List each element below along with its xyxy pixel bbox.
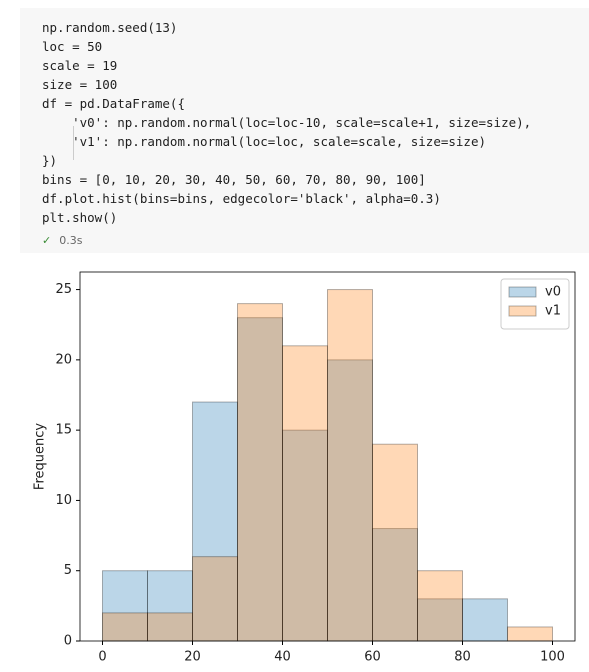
code-cell[interactable]: ✓ 0.3s np.random.seed(13) loc = 50 scale = … xyxy=(20,8,589,253)
code-line: df.plot.hist(bins=bins, edgecolor='black… xyxy=(42,191,441,206)
legend-swatch xyxy=(508,305,537,317)
hist-bar xyxy=(282,345,328,642)
legend-label: v1 xyxy=(545,304,561,319)
code-line: 'v0': np.random.normal(loc=loc-10, scale… xyxy=(42,115,532,130)
code-line: }) xyxy=(42,153,58,168)
hist-bar xyxy=(237,303,283,642)
legend-label: v0 xyxy=(545,285,561,300)
indent-guide xyxy=(73,126,74,160)
code-line: plt.show() xyxy=(42,210,118,225)
y-tick-label: 15 xyxy=(55,423,72,438)
hist-bar xyxy=(417,570,463,642)
x-tick-label: 80 xyxy=(454,650,471,665)
cell-status: ✓ 0.3s xyxy=(42,234,82,247)
x-tick-label: 40 xyxy=(274,650,291,665)
hist-bar xyxy=(372,443,418,642)
y-axis-label: Frequency xyxy=(33,423,48,490)
hist-bar xyxy=(462,598,508,642)
code-line: df = pd.DataFrame({ xyxy=(42,96,185,111)
code-line: scale = 19 xyxy=(42,58,118,73)
code-line: bins = [0, 10, 20, 30, 40, 50, 60, 70, 8… xyxy=(42,172,426,187)
hist-bar xyxy=(102,612,148,642)
chart: 0 20 40 60 80 100 0 5 10 15 20 25 Frequency v0 v1 xyxy=(33,271,576,665)
code-line: 'v1': np.random.normal(loc=loc, scale=sc… xyxy=(42,134,487,149)
hist-bar xyxy=(147,570,193,642)
hist-bar xyxy=(192,401,238,642)
x-tick-label: 100 xyxy=(540,650,565,665)
y-tick-label: 20 xyxy=(55,352,72,367)
y-tick-label: 0 xyxy=(64,634,72,649)
x-tick-label: 20 xyxy=(184,650,201,665)
axes-frame xyxy=(79,271,576,642)
code-line: np.random.seed(13) xyxy=(42,20,178,35)
hist-bar xyxy=(507,626,553,642)
exec-time: 0.3s xyxy=(59,234,83,247)
x-tick-label: 0 xyxy=(98,650,106,665)
hist-bar xyxy=(417,598,463,642)
hist-bar xyxy=(192,556,238,642)
legend-swatch xyxy=(508,286,537,298)
hist-bar xyxy=(147,612,193,642)
x-tick-label: 60 xyxy=(364,650,381,665)
legend-box xyxy=(500,278,570,330)
y-tick-label: 10 xyxy=(55,493,72,508)
y-tick-label: 25 xyxy=(55,282,72,297)
y-tick-label: 5 xyxy=(64,563,72,578)
code-line: loc = 50 xyxy=(42,39,103,54)
hist-bar xyxy=(327,289,373,642)
check-icon: ✓ xyxy=(42,234,52,247)
code-line: size = 100 xyxy=(42,77,118,92)
